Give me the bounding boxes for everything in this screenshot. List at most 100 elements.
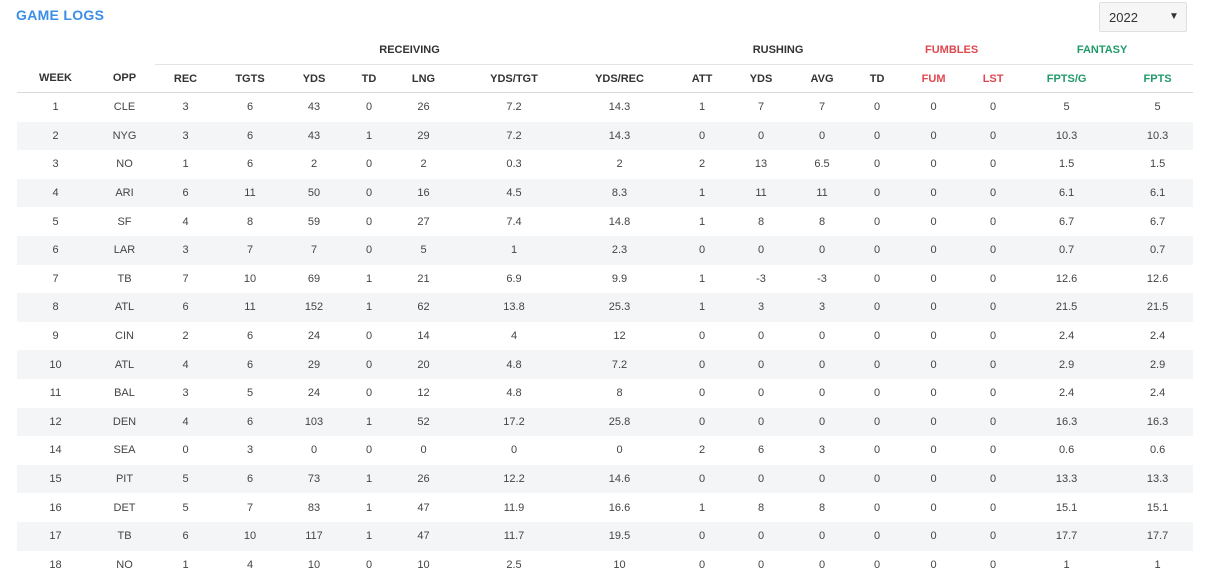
cell-fum: 0 [892, 464, 976, 494]
cell-yds-per-rec: 19.5 [575, 521, 665, 551]
cell-fpts: 2.4 [1149, 387, 1166, 400]
cell-fum: 0 [892, 178, 976, 208]
table-row: 6 LAR 3 7 7 0 5 1 2.3 0 0 0 0 0 0 0.7 0.7 [17, 235, 1194, 265]
cell-tgts: 6 [216, 407, 284, 437]
cell-tgts: 4 [246, 558, 254, 571]
cell-yds-per-rec: 14.3 [575, 121, 665, 151]
cell-fpts-per-game: 13.3 [1011, 464, 1123, 494]
cell-rec-td: 0 [365, 387, 373, 400]
cell-fum: 0 [892, 521, 976, 551]
cell-avg: 6.5 [814, 158, 830, 171]
season-select[interactable]: 2022 ▼ [1099, 2, 1187, 32]
cell-rec-yds: 10 [307, 558, 321, 571]
cell-avg: 0 [782, 521, 863, 551]
cell-rush-td: 0 [873, 558, 881, 571]
cell-att: 1 [698, 215, 706, 228]
column-header-rec-yds[interactable]: YDS [284, 64, 344, 93]
cell-tgts: 5 [246, 387, 254, 400]
cell-fpts: 12.6 [1146, 272, 1169, 285]
cell-yds-per-tgt: 6.9 [506, 272, 522, 285]
cell-rush-yds: 0 [740, 407, 783, 437]
cell-att: 0 [664, 235, 741, 265]
cell-tgts: 7 [246, 501, 254, 514]
cell-week: 8 [17, 293, 94, 322]
cell-lst: 0 [990, 501, 997, 514]
cell-avg: 0 [782, 350, 863, 379]
cell-lst: 0 [990, 558, 997, 571]
cell-tgts: 10 [243, 272, 257, 285]
column-header-avg[interactable]: AVG [782, 64, 863, 93]
cell-fum: 0 [930, 387, 937, 400]
cell-rec-td: 1 [344, 407, 394, 437]
cell-lst: 0 [990, 158, 997, 171]
column-header-rush-yds[interactable]: YDS [740, 64, 783, 93]
cell-opp: CLE [113, 101, 136, 114]
column-header-tgts[interactable]: TGTS [216, 64, 284, 93]
cell-rush-yds: 0 [740, 464, 783, 494]
cell-att: 1 [698, 501, 706, 514]
cell-lng: 47 [417, 501, 430, 514]
column-header-att[interactable]: ATT [664, 64, 741, 93]
cell-fpts: 6.1 [1122, 178, 1194, 208]
cell-fpts: 6.7 [1149, 215, 1166, 228]
cell-att: 1 [664, 293, 741, 322]
column-header-rec[interactable]: REC [155, 64, 216, 93]
cell-yds-per-tgt: 7.2 [453, 121, 575, 151]
column-header-yds-per-tgt[interactable]: YDS/TGT [453, 64, 575, 93]
caret-down-icon: ▼ [1169, 11, 1179, 22]
cell-lng: 20 [394, 350, 453, 379]
cell-lng: 29 [394, 121, 453, 151]
cell-opp: ATL [94, 350, 155, 379]
cell-avg: 0 [782, 407, 863, 437]
cell-yds-per-tgt: 17.2 [453, 407, 575, 437]
table-row: 18 NO 1 4 10 0 10 2.5 10 0 0 0 0 0 0 1 1 [17, 551, 1193, 580]
cell-rec: 6 [155, 178, 216, 208]
cell-rush-td: 0 [862, 350, 893, 379]
column-header-lng[interactable]: LNG [394, 64, 453, 93]
cell-week: 9 [52, 330, 59, 343]
cell-lst: 0 [975, 178, 1012, 208]
cell-lng: 10 [417, 558, 430, 571]
cell-fpts: 0.7 [1122, 235, 1194, 265]
cell-opp: TB [117, 272, 132, 285]
column-header-yds-per-rec[interactable]: YDS/REC [575, 64, 665, 93]
cell-rush-td: 0 [862, 235, 893, 265]
cell-fum: 0 [892, 350, 976, 379]
cell-avg: 0 [818, 387, 826, 400]
cell-opp: NO [116, 558, 133, 571]
column-header-fum[interactable]: FUM [892, 64, 976, 93]
cell-yds-per-tgt: 4.5 [453, 178, 575, 208]
page-title: GAME LOGS [16, 7, 105, 23]
cell-lng: 5 [394, 235, 453, 265]
column-header-lst[interactable]: LST [975, 64, 1012, 93]
cell-opp: SEA [113, 444, 136, 457]
column-header-week[interactable]: WEEK [17, 64, 94, 93]
cell-yds-per-tgt: 13.8 [453, 293, 575, 322]
cell-rec-yds: 2 [310, 158, 318, 171]
cell-tgts: 6 [216, 464, 284, 494]
season-select-value: 2022 [1109, 10, 1138, 25]
column-header-rec-td[interactable]: TD [344, 64, 394, 93]
table-row: 11 BAL 3 5 24 0 12 4.8 8 0 0 0 0 0 0 2.4 2.4 [17, 379, 1193, 408]
table-row: 10 ATL 4 6 29 0 20 4.8 7.2 0 0 0 0 0 0 2.9 2.9 [17, 350, 1194, 379]
cell-rush-yds: 8 [757, 501, 765, 514]
cell-lst: 0 [975, 350, 1012, 379]
cell-rush-td: 0 [873, 272, 881, 285]
cell-yds-per-tgt: 11.7 [453, 521, 575, 551]
table-row: 5 SF 4 8 59 0 27 7.4 14.8 1 8 8 0 0 0 6.7 6.7 [17, 207, 1193, 236]
cell-rec-yds: 0 [310, 444, 318, 457]
cell-yds-per-tgt: 7.4 [506, 215, 522, 228]
column-header-fpts[interactable]: FPTS [1122, 64, 1194, 93]
cell-yds-per-tgt: 1 [453, 235, 575, 265]
column-header-rush-td[interactable]: TD [862, 64, 893, 93]
column-header-opp[interactable]: OPP [94, 64, 155, 93]
cell-lng: 2 [420, 158, 427, 171]
cell-fpts-per-game: 16.3 [1011, 407, 1123, 437]
cell-rec-td: 0 [365, 215, 373, 228]
cell-rec: 0 [182, 444, 189, 457]
cell-rec: 3 [182, 101, 189, 114]
cell-avg: 11 [782, 178, 863, 208]
cell-opp: NYG [94, 121, 155, 151]
cell-opp: BAL [114, 387, 135, 400]
column-header-fpts-per-game[interactable]: FPTS/G [1011, 64, 1123, 93]
